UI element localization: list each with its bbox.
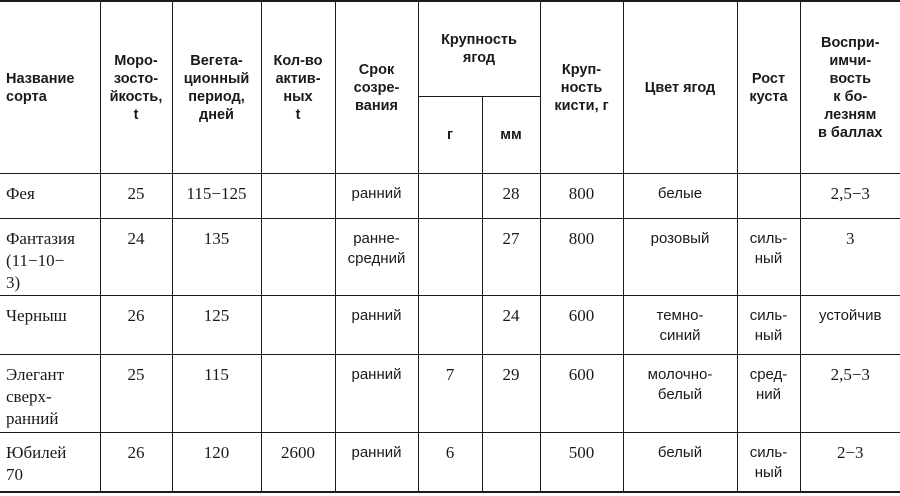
cell-cluster: 800 xyxy=(539,218,624,296)
header-frost: Моро- зосто- йкость, t xyxy=(99,0,173,174)
cell-size-mm: 27 xyxy=(481,218,541,296)
cell-ripening: ранне- средний xyxy=(334,218,419,296)
cell-color: молочно- белый xyxy=(622,354,738,433)
header-active-temps: Кол-во актив- ных t xyxy=(260,0,336,174)
cell-ripening: ранний xyxy=(334,173,419,219)
cell-cluster: 600 xyxy=(539,295,624,355)
cell-disease: 2−3 xyxy=(799,432,900,493)
header-name: Название сорта xyxy=(0,0,101,174)
cell-active xyxy=(260,354,336,433)
cell-ripening: ранний xyxy=(334,432,419,493)
cell-vegetation: 135 xyxy=(171,218,262,296)
cell-size-g xyxy=(417,173,483,219)
cell-cluster: 600 xyxy=(539,354,624,433)
table-row: Элегант сверх- ранний 25 115 ранний 7 29… xyxy=(0,354,900,433)
cell-active xyxy=(260,173,336,219)
cell-name: Юбилей 70 xyxy=(0,432,101,493)
cell-disease: 2,5−3 xyxy=(799,173,900,219)
cell-disease: 2,5−3 xyxy=(799,354,900,433)
cell-ripening: ранний xyxy=(334,354,419,433)
cell-color: темно- синий xyxy=(622,295,738,355)
cell-growth: сред- ний xyxy=(736,354,801,433)
cell-color: белые xyxy=(622,173,738,219)
cell-growth: силь- ный xyxy=(736,295,801,355)
cell-active xyxy=(260,295,336,355)
cell-frost: 26 xyxy=(99,295,173,355)
cell-size-mm: 29 xyxy=(481,354,541,433)
cell-name: Черныш xyxy=(0,295,101,355)
header-cluster-size: Круп- ность кисти, г xyxy=(539,0,624,174)
cell-size-mm: 24 xyxy=(481,295,541,355)
cell-frost: 24 xyxy=(99,218,173,296)
cell-vegetation: 120 xyxy=(171,432,262,493)
table-row: Черныш 26 125 ранний 24 600 темно- синий… xyxy=(0,295,900,355)
cell-cluster: 800 xyxy=(539,173,624,219)
cell-vegetation: 125 xyxy=(171,295,262,355)
cell-vegetation: 115 xyxy=(171,354,262,433)
cell-cluster: 500 xyxy=(539,432,624,493)
cell-size-mm: 28 xyxy=(481,173,541,219)
cell-growth: силь- ный xyxy=(736,432,801,493)
cell-name: Элегант сверх- ранний xyxy=(0,354,101,433)
table-row: Юбилей 70 26 120 2600 ранний 6 500 белый… xyxy=(0,432,900,493)
cell-color: розовый xyxy=(622,218,738,296)
subheader-row: г мм xyxy=(0,96,900,174)
header-ripening: Срок созре- вания xyxy=(334,0,419,174)
header-berry-size-mm: мм xyxy=(481,96,540,174)
cell-size-g: 7 xyxy=(417,354,483,433)
header-bush-growth: Рост куста xyxy=(736,0,801,174)
cell-color: белый xyxy=(622,432,738,493)
table-row: Фея 25 115−125 ранний 28 800 белые 2,5−3 xyxy=(0,173,900,219)
cell-name: Фантазия (11−10− 3) xyxy=(0,218,101,296)
cell-size-g xyxy=(417,295,483,355)
cell-frost: 25 xyxy=(99,173,173,219)
cell-size-mm xyxy=(481,432,541,493)
cell-frost: 26 xyxy=(99,432,173,493)
cell-growth: силь- ный xyxy=(736,218,801,296)
cell-disease: устойчив xyxy=(799,295,900,355)
cell-active xyxy=(260,218,336,296)
header-disease-susceptibility: Воспри- имчи- вость к бо- лезням в балла… xyxy=(799,0,900,174)
cell-frost: 25 xyxy=(99,354,173,433)
cell-ripening: ранний xyxy=(334,295,419,355)
cell-size-g xyxy=(417,218,483,296)
header-vegetation: Вегета- ционный период, дней xyxy=(171,0,262,174)
cell-size-g: 6 xyxy=(417,432,483,493)
header-berry-color: Цвет ягод xyxy=(622,0,738,174)
header-row: Название сорта Моро- зосто- йкость, t Ве… xyxy=(0,0,900,174)
cell-disease: 3 xyxy=(799,218,900,296)
cell-active: 2600 xyxy=(260,432,336,493)
table-row: Фантазия (11−10− 3) 24 135 ранне- средни… xyxy=(0,218,900,296)
cell-vegetation: 115−125 xyxy=(171,173,262,219)
header-berry-size: Крупность ягод xyxy=(417,0,541,97)
cell-growth xyxy=(736,173,801,219)
header-berry-size-g: г xyxy=(418,96,483,174)
cell-name: Фея xyxy=(0,173,101,219)
